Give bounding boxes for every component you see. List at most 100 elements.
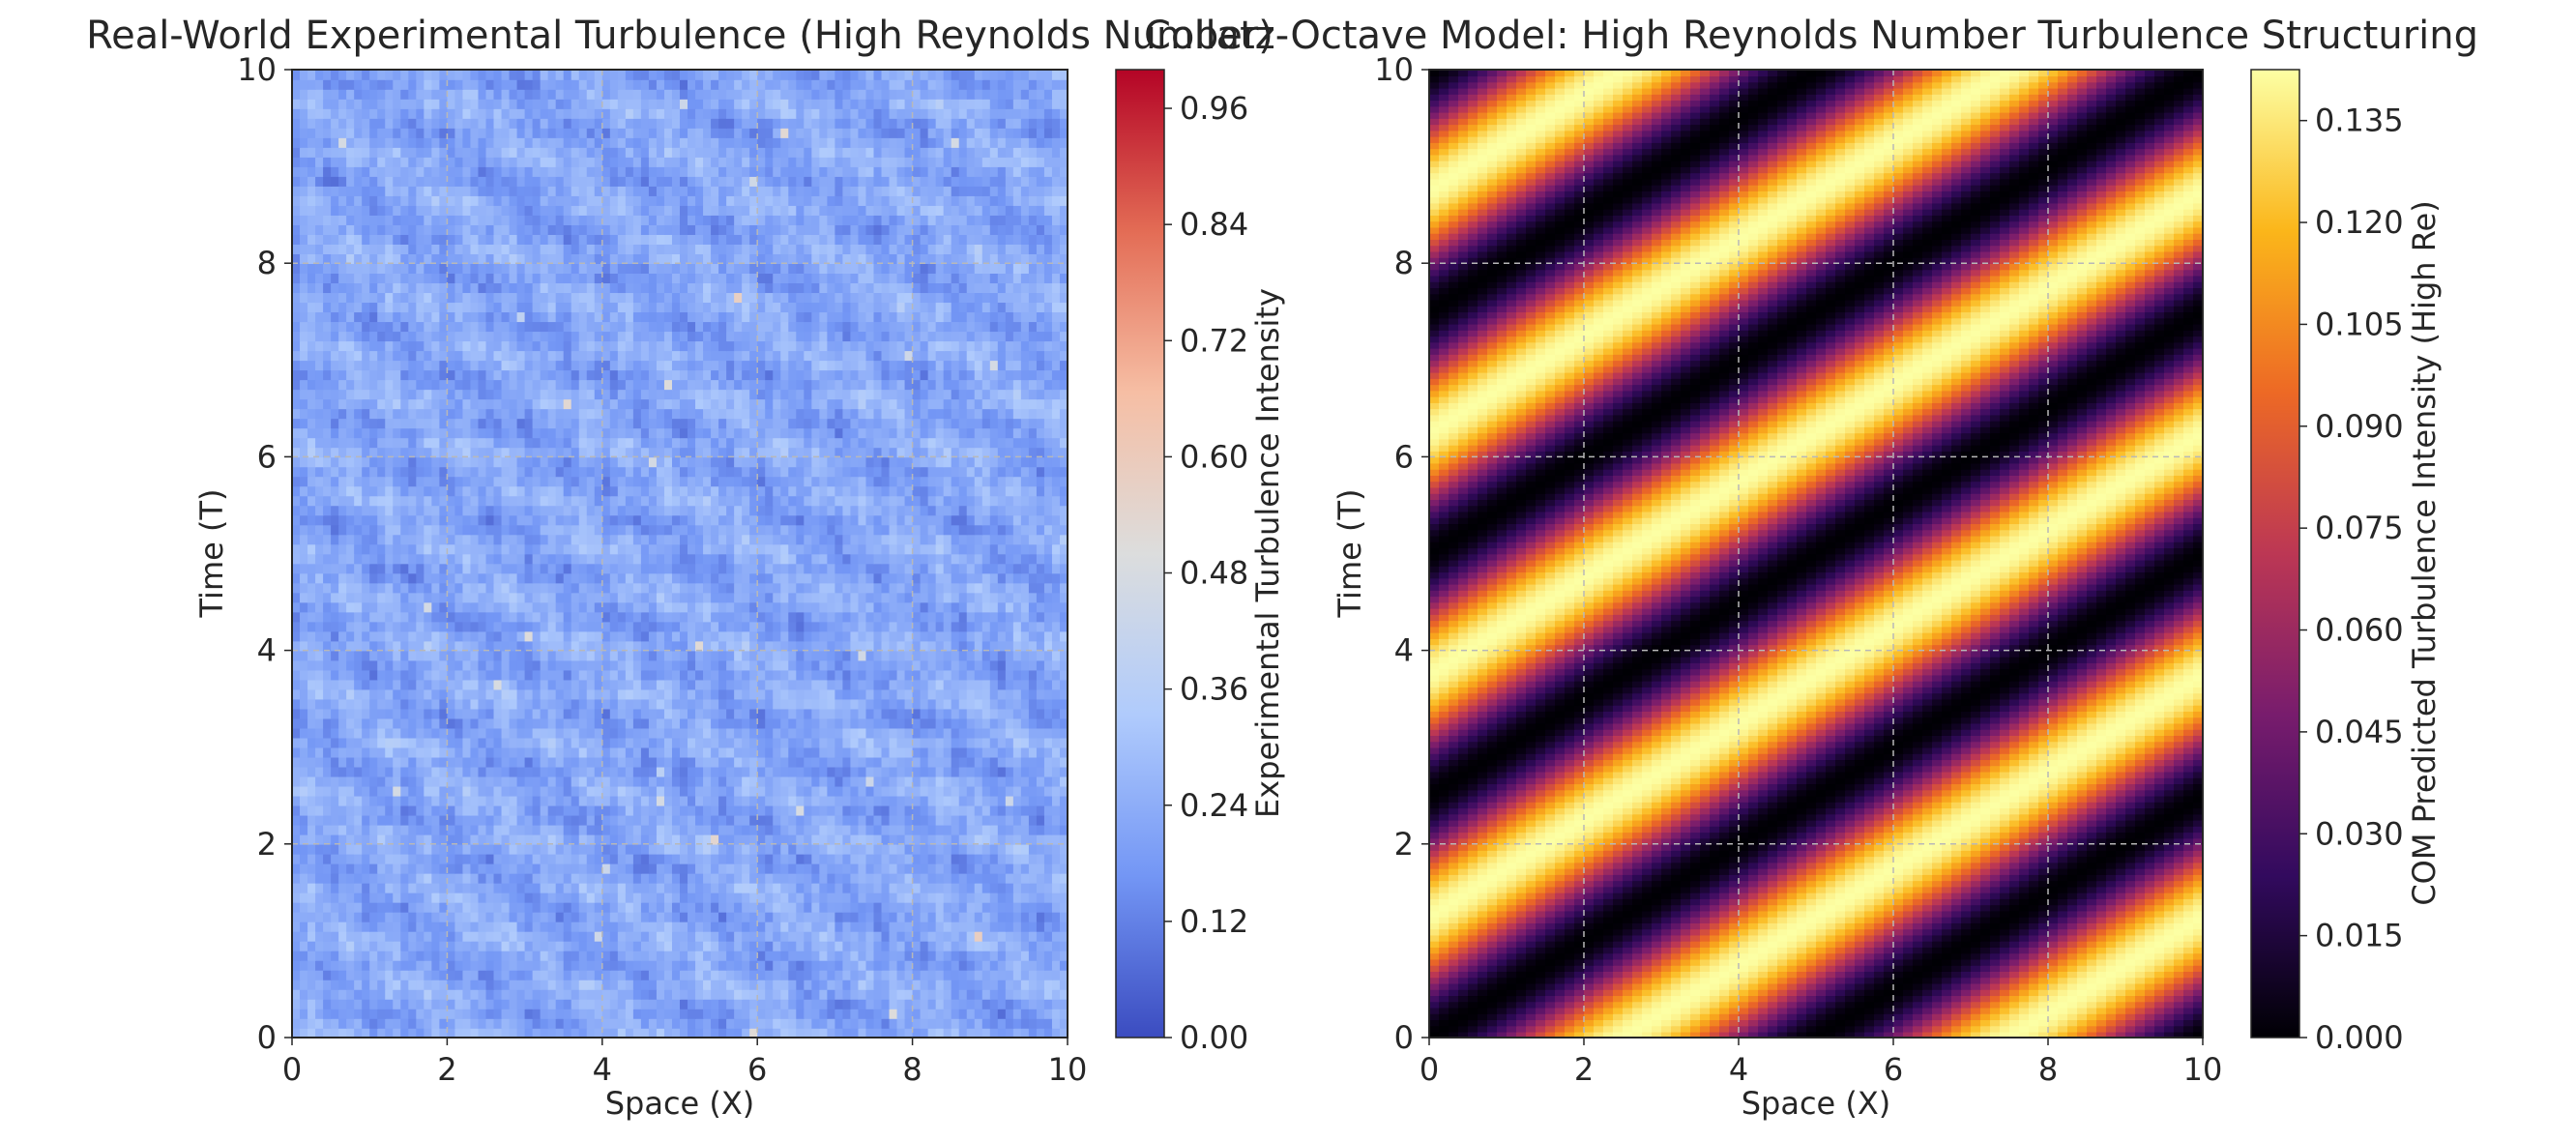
left-heatmap-cell: [640, 795, 650, 806]
left-heatmap-cell: [703, 563, 712, 574]
left-heatmap-cell: [943, 698, 952, 710]
left-heatmap-cell: [307, 785, 316, 797]
left-heatmap-cell: [734, 921, 743, 932]
left-heatmap-cell: [671, 766, 681, 777]
left-heatmap-cell: [354, 872, 363, 884]
left-heatmap-cell: [695, 630, 704, 642]
left-heatmap-cell: [757, 727, 767, 739]
left-heatmap-cell: [757, 553, 767, 565]
left-heatmap-cell: [571, 563, 580, 574]
left-heatmap-cell: [408, 592, 418, 603]
left-heatmap-cell: [1051, 650, 1061, 661]
left-heatmap-cell: [904, 921, 914, 932]
left-heatmap-cell: [377, 563, 387, 574]
left-heatmap-cell: [454, 766, 464, 777]
left-heatmap-cell: [632, 950, 642, 961]
left-heatmap-cell: [726, 717, 735, 729]
left-heatmap-cell: [625, 592, 634, 603]
left-heatmap-cell: [563, 582, 572, 594]
left-heatmap-cell: [757, 717, 767, 729]
left-heatmap-cell: [1005, 805, 1014, 816]
left-heatmap-cell: [912, 824, 922, 835]
left-heatmap-cell: [958, 892, 968, 903]
left-heatmap-cell: [532, 640, 542, 652]
left-heatmap-cell: [447, 805, 456, 816]
left-heatmap-cell: [711, 834, 719, 845]
left-heatmap-cell: [462, 582, 472, 594]
left-heatmap-cell: [594, 969, 603, 980]
left-heatmap-cell: [532, 901, 542, 913]
left-heatmap-cell: [416, 746, 425, 758]
left-heatmap-cell: [788, 582, 798, 594]
left-heatmap-cell: [927, 795, 937, 806]
left-heatmap-cell: [896, 814, 906, 826]
left-heatmap-cell: [501, 746, 511, 758]
left-heatmap-cell: [609, 775, 619, 787]
left-heatmap-cell: [408, 892, 418, 903]
left-heatmap-cell: [493, 785, 503, 797]
left-heatmap-cell: [811, 746, 821, 758]
left-heatmap-cell: [563, 756, 572, 768]
left-heatmap-cell: [742, 756, 750, 768]
left-heatmap-cell: [749, 814, 758, 826]
left-heatmap-cell: [850, 775, 860, 787]
left-heatmap-cell: [951, 553, 960, 565]
left-heatmap-cell: [447, 650, 456, 661]
left-heatmap-cell: [873, 582, 883, 594]
left-heatmap-cell: [524, 834, 534, 845]
left-heatmap-cell: [393, 882, 402, 893]
left-heatmap-cell: [796, 708, 805, 719]
left-heatmap-cell: [873, 737, 883, 748]
left-heatmap-cell: [850, 950, 860, 961]
left-heatmap-cell: [524, 863, 534, 874]
left-heatmap-cell: [842, 601, 852, 613]
left-heatmap-cell: [447, 882, 456, 893]
left-heatmap-cell: [493, 775, 503, 787]
left-heatmap-cell: [640, 988, 650, 1000]
left-heatmap-cell: [680, 950, 688, 961]
left-heatmap-cell: [346, 853, 355, 864]
left-heatmap-cell: [586, 979, 596, 990]
left-heatmap-cell: [454, 563, 464, 574]
left-heatmap-cell: [703, 621, 712, 632]
left-heatmap-cell: [1043, 805, 1053, 816]
left-heatmap-cell: [1051, 814, 1061, 826]
left-heatmap-cell: [292, 582, 301, 594]
left-heatmap-cell: [881, 988, 891, 1000]
left-heatmap-cell: [563, 727, 572, 739]
left-heatmap-cell: [765, 659, 775, 671]
left-heatmap-cell: [547, 553, 557, 565]
left-heatmap-cell: [827, 679, 836, 690]
left-heatmap-cell: [369, 911, 379, 922]
left-heatmap-cell: [711, 1008, 719, 1019]
left-heatmap-cell: [1020, 805, 1030, 816]
left-heatmap-cell: [765, 930, 775, 942]
left-heatmap-cell: [896, 940, 906, 951]
left-heatmap-cell: [742, 988, 750, 1000]
left-heatmap-cell: [889, 863, 898, 874]
left-heatmap-cell: [385, 1008, 395, 1019]
left-heatmap-cell: [447, 785, 456, 797]
left-heatmap-cell: [377, 1027, 387, 1038]
left-heatmap-cell: [896, 650, 906, 661]
left-heatmap-cell: [958, 834, 968, 845]
left-heatmap-cell: [462, 1008, 472, 1019]
left-heatmap-cell: [819, 795, 829, 806]
left-heatmap-cell: [703, 611, 712, 623]
left-heatmap-cell: [703, 708, 712, 719]
left-heatmap-cell: [695, 805, 704, 816]
left-heatmap-cell: [300, 717, 308, 729]
left-heatmap-cell: [858, 572, 867, 584]
left-heatmap-cell: [819, 640, 829, 652]
left-heatmap-cell: [501, 1017, 511, 1029]
left-heatmap-cell: [509, 805, 518, 816]
left-heatmap-cell: [680, 930, 688, 942]
left-heatmap-cell: [369, 1027, 379, 1038]
left-heatmap-cell: [974, 727, 983, 739]
left-heatmap-cell: [478, 746, 487, 758]
left-heatmap-cell: [524, 930, 534, 942]
left-heatmap-cell: [734, 727, 743, 739]
left-heatmap-cell: [447, 834, 456, 845]
left-heatmap-cell: [1036, 659, 1045, 671]
left-heatmap-cell: [827, 630, 836, 642]
